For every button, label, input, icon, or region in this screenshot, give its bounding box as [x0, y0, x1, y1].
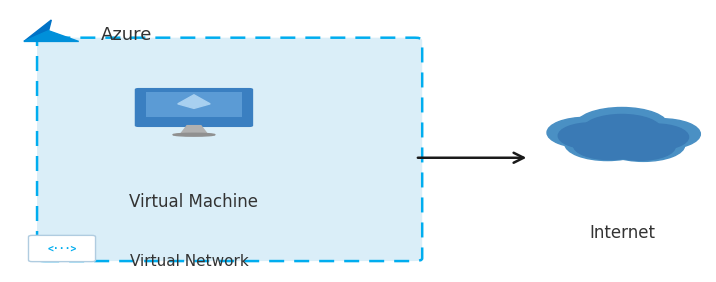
Polygon shape	[178, 95, 211, 108]
Text: Internet: Internet	[589, 224, 655, 242]
Circle shape	[558, 123, 625, 149]
Polygon shape	[180, 126, 208, 135]
Text: <···>: <···>	[47, 243, 77, 254]
FancyBboxPatch shape	[37, 38, 422, 261]
Circle shape	[583, 114, 662, 145]
FancyBboxPatch shape	[146, 92, 242, 117]
Circle shape	[622, 124, 689, 150]
Ellipse shape	[574, 136, 670, 150]
Ellipse shape	[173, 133, 215, 136]
Text: Virtual Machine: Virtual Machine	[130, 193, 258, 212]
Circle shape	[605, 133, 675, 160]
Ellipse shape	[565, 133, 679, 149]
Text: Virtual Network: Virtual Network	[130, 254, 248, 268]
Circle shape	[547, 117, 626, 148]
FancyBboxPatch shape	[135, 88, 253, 127]
Circle shape	[602, 129, 684, 161]
Circle shape	[576, 107, 668, 144]
FancyBboxPatch shape	[29, 235, 95, 262]
Polygon shape	[24, 20, 52, 41]
Circle shape	[622, 119, 700, 149]
Text: Azure: Azure	[101, 26, 153, 44]
Polygon shape	[24, 31, 79, 41]
Circle shape	[574, 131, 646, 160]
Circle shape	[565, 127, 650, 160]
